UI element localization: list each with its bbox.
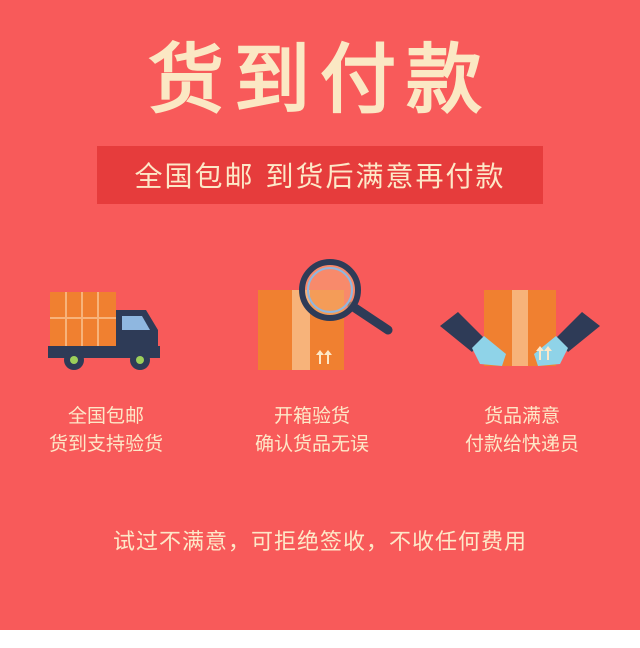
refusal-note: 试过不满意，可拒绝签收，不收任何费用 [112, 530, 527, 555]
bottom-white-strip [0, 630, 640, 648]
page-title: 货到付款 [148, 35, 492, 124]
feature-inspection: 开箱验货 确认货品无误 [212, 256, 412, 476]
feature-3-line2: 付款给快递员 [464, 433, 579, 455]
feature-3-line1: 货品满意 [483, 405, 560, 427]
poster-background: 货到付款 全国包邮 到货后满意再付款 全国包邮 货到支持验货 [0, 0, 640, 630]
feature-2-line1: 开箱验货 [273, 405, 350, 427]
subtitle-banner: 全国包邮 到货后满意再付款 [97, 146, 543, 204]
feature-2-line2: 确认货品无误 [254, 433, 369, 455]
feature-1-line2: 货到支持验货 [48, 433, 163, 455]
feature-free-shipping: 全国包邮 货到支持验货 [6, 256, 206, 476]
feature-pay-courier: 货品满意 付款给快递员 [422, 256, 622, 476]
inspect-box-magnifier-icon [258, 259, 393, 370]
subtitle-text: 全国包邮 到货后满意再付款 [134, 160, 506, 193]
hands-holding-box-icon [440, 290, 600, 366]
delivery-truck-icon [48, 292, 160, 370]
feature-1-line1: 全国包邮 [67, 405, 144, 427]
